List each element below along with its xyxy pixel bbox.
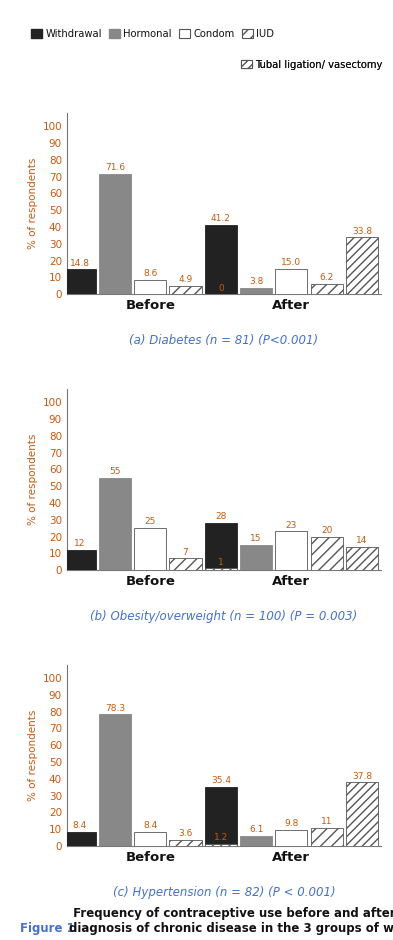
Bar [275, 269, 307, 294]
Bar [64, 270, 95, 294]
Bar [275, 531, 307, 571]
Text: 14.8: 14.8 [70, 258, 90, 268]
Text: (b) Obesity/overweight (n = 100) (P = 0.003): (b) Obesity/overweight (n = 100) (P = 0.… [90, 610, 358, 623]
Bar [169, 286, 202, 294]
Text: 23: 23 [286, 521, 297, 530]
Text: 8.4: 8.4 [143, 822, 157, 830]
Text: 78.3: 78.3 [105, 704, 125, 713]
Text: (c) Hypertension (n = 82) (P < 0.001): (c) Hypertension (n = 82) (P < 0.001) [113, 885, 335, 899]
Text: 55: 55 [109, 467, 121, 476]
Y-axis label: % of respondents: % of respondents [28, 433, 38, 525]
Bar [346, 547, 378, 571]
Bar [64, 550, 95, 571]
Bar [240, 836, 272, 846]
Text: 9.8: 9.8 [284, 819, 299, 828]
Bar [205, 225, 237, 294]
Text: 20: 20 [321, 525, 332, 535]
Text: 3.6: 3.6 [178, 829, 193, 838]
Y-axis label: % of respondents: % of respondents [28, 158, 38, 249]
Bar [99, 174, 131, 294]
Bar [134, 832, 166, 846]
Bar [310, 827, 343, 846]
Text: (a) Diabetes (n = 81) (P<0.001): (a) Diabetes (n = 81) (P<0.001) [129, 335, 319, 347]
Text: 4.9: 4.9 [178, 275, 193, 285]
Text: 8.6: 8.6 [143, 269, 158, 278]
Bar [99, 478, 131, 571]
Bar [134, 528, 166, 571]
Text: 1.2: 1.2 [214, 833, 228, 842]
Bar [310, 284, 343, 294]
Text: 37.8: 37.8 [352, 772, 372, 781]
Text: 6.2: 6.2 [320, 274, 334, 282]
Bar [205, 787, 237, 846]
Bar [99, 714, 131, 846]
Bar [346, 238, 378, 294]
Bar [205, 523, 237, 571]
Y-axis label: % of respondents: % of respondents [28, 710, 38, 801]
Bar [205, 569, 237, 571]
Text: 14: 14 [356, 536, 367, 545]
Text: 71.6: 71.6 [105, 164, 125, 172]
Text: 6.1: 6.1 [249, 825, 263, 834]
Bar [134, 280, 166, 294]
Bar [169, 840, 202, 846]
Text: 12: 12 [74, 540, 85, 548]
Bar [346, 782, 378, 846]
Text: 35.4: 35.4 [211, 776, 231, 785]
Text: 0: 0 [218, 284, 224, 292]
Bar [275, 829, 307, 846]
Text: 1: 1 [218, 557, 224, 567]
Text: 33.8: 33.8 [352, 227, 372, 236]
Bar [310, 537, 343, 571]
Text: 41.2: 41.2 [211, 214, 231, 224]
Text: 11: 11 [321, 817, 332, 826]
Text: 15: 15 [250, 534, 262, 543]
Text: Figure 1: Figure 1 [20, 922, 74, 935]
Bar [205, 844, 237, 846]
Bar [64, 832, 95, 846]
Bar [240, 288, 272, 294]
Legend: Tubal ligation/ vasectomy: Tubal ligation/ vasectomy [241, 60, 382, 70]
Text: Frequency of contraceptive use before and after
diagnosis of chronic disease in : Frequency of contraceptive use before an… [69, 907, 393, 935]
Text: 3.8: 3.8 [249, 277, 263, 286]
Bar [240, 545, 272, 571]
Text: 8.4: 8.4 [73, 822, 87, 830]
Text: 7: 7 [183, 548, 188, 556]
Text: 15.0: 15.0 [281, 258, 301, 267]
Text: 28: 28 [215, 512, 226, 522]
Text: 25: 25 [145, 517, 156, 526]
Bar [169, 558, 202, 571]
